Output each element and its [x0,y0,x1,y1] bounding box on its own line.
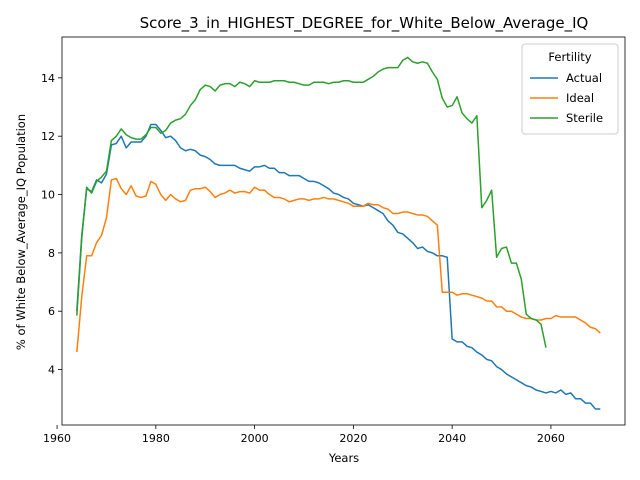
x-tick-label: 2020 [339,432,367,445]
x-tick-label: 2040 [438,432,466,445]
legend-label-sterile: Sterile [566,111,603,125]
y-axis: 4 6 8 10 12 14 [41,72,62,377]
y-tick-label: 6 [48,305,55,318]
y-tick-label: 8 [48,247,55,260]
plot-area [61,36,626,426]
legend-title: Fertility [548,50,591,64]
legend: Fertility Actual Ideal Sterile [521,43,619,135]
x-tick-label: 1960 [43,432,71,445]
y-tick-label: 12 [41,130,55,143]
legend-label-ideal: Ideal [566,91,594,105]
plot-frame [61,36,626,426]
y-axis-label: % of White Below_Average_IQ Population [14,114,28,350]
x-tick-label: 2000 [241,432,269,445]
series-line-sterile [76,56,547,348]
x-tick-label: 1980 [142,432,170,445]
y-tick-label: 10 [41,189,55,202]
series-line-ideal [76,177,601,353]
series-line-actual [76,123,601,410]
x-axis: 1960 1980 2000 2020 2040 2060 [43,425,565,445]
legend-box [521,43,619,135]
legend-label-actual: Actual [566,71,602,85]
y-tick-label: 14 [41,72,55,85]
y-tick-label: 4 [48,364,55,377]
x-tick-label: 2060 [537,432,565,445]
x-axis-label: Years [328,451,359,465]
chart-title: Score_3_in_HIGHEST_DEGREE_for_White_Belo… [140,14,589,33]
